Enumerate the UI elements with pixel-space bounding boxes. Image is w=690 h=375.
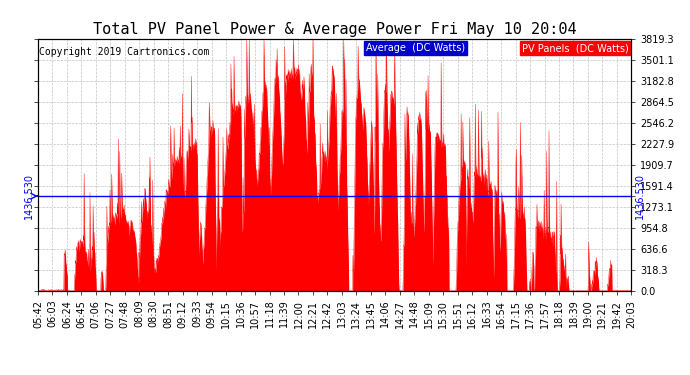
Text: Average  (DC Watts): Average (DC Watts) bbox=[366, 43, 465, 53]
Text: Copyright 2019 Cartronics.com: Copyright 2019 Cartronics.com bbox=[39, 47, 209, 57]
Title: Total PV Panel Power & Average Power Fri May 10 20:04: Total PV Panel Power & Average Power Fri… bbox=[93, 22, 576, 37]
Text: PV Panels  (DC Watts): PV Panels (DC Watts) bbox=[522, 43, 629, 53]
